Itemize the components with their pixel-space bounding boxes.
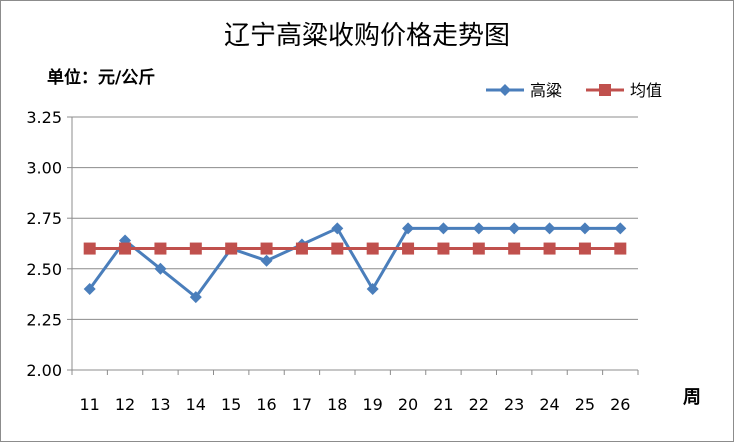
x-tick-label: 20 bbox=[398, 395, 418, 414]
y-tick-label: 3.00 bbox=[26, 159, 62, 178]
series-line-0 bbox=[88, 226, 621, 299]
x-axis-unit-label: 周 bbox=[683, 387, 701, 408]
x-tick-label: 18 bbox=[327, 395, 347, 414]
data-point bbox=[508, 222, 521, 235]
data-point bbox=[508, 242, 521, 255]
data-point bbox=[402, 242, 415, 255]
data-point bbox=[472, 242, 485, 255]
data-point bbox=[437, 242, 450, 255]
x-tick-label: 23 bbox=[504, 395, 524, 414]
data-point bbox=[578, 222, 591, 235]
x-tick-label: 14 bbox=[186, 395, 206, 414]
data-point bbox=[189, 291, 202, 304]
x-tick-label: 15 bbox=[221, 395, 241, 414]
data-point bbox=[83, 242, 96, 255]
data-point bbox=[189, 242, 202, 255]
data-point bbox=[366, 242, 379, 255]
x-tick-label: 21 bbox=[433, 395, 453, 414]
data-point bbox=[260, 254, 273, 267]
legend-marker-0 bbox=[499, 84, 511, 96]
data-point bbox=[614, 242, 627, 255]
y-axis-unit-label: 单位：元/公斤 bbox=[47, 68, 156, 88]
data-point bbox=[331, 222, 344, 235]
x-tick-label: 17 bbox=[292, 395, 312, 414]
data-point bbox=[154, 242, 167, 255]
x-tick-label: 13 bbox=[150, 395, 170, 414]
x-tick-label: 12 bbox=[115, 395, 135, 414]
x-tick-label: 25 bbox=[575, 395, 595, 414]
chart-title: 辽宁高粱收购价格走势图 bbox=[223, 21, 510, 51]
data-point bbox=[543, 242, 556, 255]
data-point bbox=[119, 242, 132, 255]
data-point bbox=[614, 222, 627, 235]
data-point bbox=[154, 262, 167, 275]
y-tick-label: 2.00 bbox=[26, 361, 62, 380]
data-point bbox=[260, 242, 273, 255]
data-point bbox=[402, 222, 415, 235]
x-tick-label: 26 bbox=[610, 395, 630, 414]
data-point bbox=[331, 242, 344, 255]
data-point bbox=[225, 242, 238, 255]
x-tick-label: 11 bbox=[80, 395, 100, 414]
data-point bbox=[578, 242, 591, 255]
legend-label-1: 均值 bbox=[630, 81, 662, 100]
legend-marker-1 bbox=[599, 84, 611, 96]
x-tick-label: 22 bbox=[469, 395, 489, 414]
data-point bbox=[437, 222, 450, 235]
x-tick-label: 24 bbox=[539, 395, 559, 414]
data-point bbox=[472, 222, 485, 235]
data-point bbox=[295, 242, 308, 255]
y-tick-label: 2.75 bbox=[26, 209, 62, 228]
data-point bbox=[543, 222, 556, 235]
y-tick-label: 3.25 bbox=[26, 108, 62, 127]
data-point bbox=[366, 283, 379, 296]
legend-label-0: 高粱 bbox=[530, 81, 562, 100]
x-tick-label: 19 bbox=[363, 395, 383, 414]
x-tick-label: 16 bbox=[256, 395, 276, 414]
data-point bbox=[83, 283, 96, 296]
y-tick-label: 2.50 bbox=[26, 260, 62, 279]
y-tick-label: 2.25 bbox=[26, 310, 62, 329]
